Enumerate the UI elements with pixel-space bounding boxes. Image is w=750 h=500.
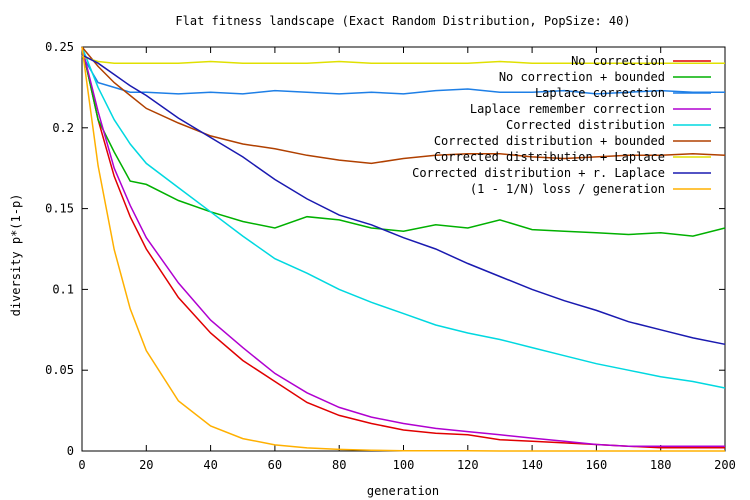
series-lines bbox=[81, 46, 726, 452]
axis-ticks: 0 20 40 60 80 100 120 140 160 180 200 0 0.05 0.1 0.15 0… bbox=[45, 40, 736, 472]
series-line bbox=[81, 54, 726, 346]
x-tick-label: 20 bbox=[139, 458, 153, 472]
x-tick-label: 100 bbox=[393, 458, 415, 472]
series-line bbox=[81, 46, 726, 237]
series-line bbox=[81, 46, 726, 165]
y-axis-label: diversity p*(1-p) bbox=[9, 194, 23, 317]
x-axis-label: generation bbox=[367, 484, 439, 498]
x-tick-label: 140 bbox=[521, 458, 543, 472]
legend-label: Corrected distribution + bounded bbox=[434, 134, 665, 148]
legend-label: No correction + bounded bbox=[499, 70, 665, 84]
legend-label: Corrected distribution + Laplace bbox=[434, 150, 665, 164]
series-line bbox=[81, 46, 726, 389]
x-tick-label: 120 bbox=[457, 458, 479, 472]
x-tick-label: 60 bbox=[268, 458, 282, 472]
legend-label: Corrected distribution + r. Laplace bbox=[412, 166, 665, 180]
legend-label: (1 - 1/N) loss / generation bbox=[470, 182, 665, 196]
y-tick-label: 0 bbox=[67, 444, 74, 458]
y-tick-label: 0.15 bbox=[45, 202, 74, 216]
chart-title: Flat fitness landscape (Exact Random Dis… bbox=[175, 14, 630, 28]
series-line bbox=[81, 55, 725, 64]
x-tick-label: 80 bbox=[332, 458, 346, 472]
legend-label: No correction bbox=[571, 54, 665, 68]
legend-label: Laplace remember correction bbox=[470, 102, 665, 116]
y-tick-label: 0.1 bbox=[52, 282, 74, 296]
x-tick-label: 0 bbox=[78, 458, 85, 472]
legend: No correction No correction + bounded Lapl… bbox=[412, 54, 711, 196]
legend-label: Corrected distribution bbox=[506, 118, 665, 132]
series-line bbox=[81, 46, 725, 447]
y-tick-label: 0.2 bbox=[52, 121, 74, 135]
x-tick-label: 200 bbox=[714, 458, 736, 472]
series-line bbox=[81, 46, 725, 452]
x-tick-label: 160 bbox=[586, 458, 608, 472]
legend-label: Laplace correction bbox=[535, 86, 665, 100]
x-tick-label: 40 bbox=[203, 458, 217, 472]
x-tick-label: 180 bbox=[650, 458, 672, 472]
y-tick-label: 0.25 bbox=[45, 40, 74, 54]
y-tick-label: 0.05 bbox=[45, 363, 74, 377]
